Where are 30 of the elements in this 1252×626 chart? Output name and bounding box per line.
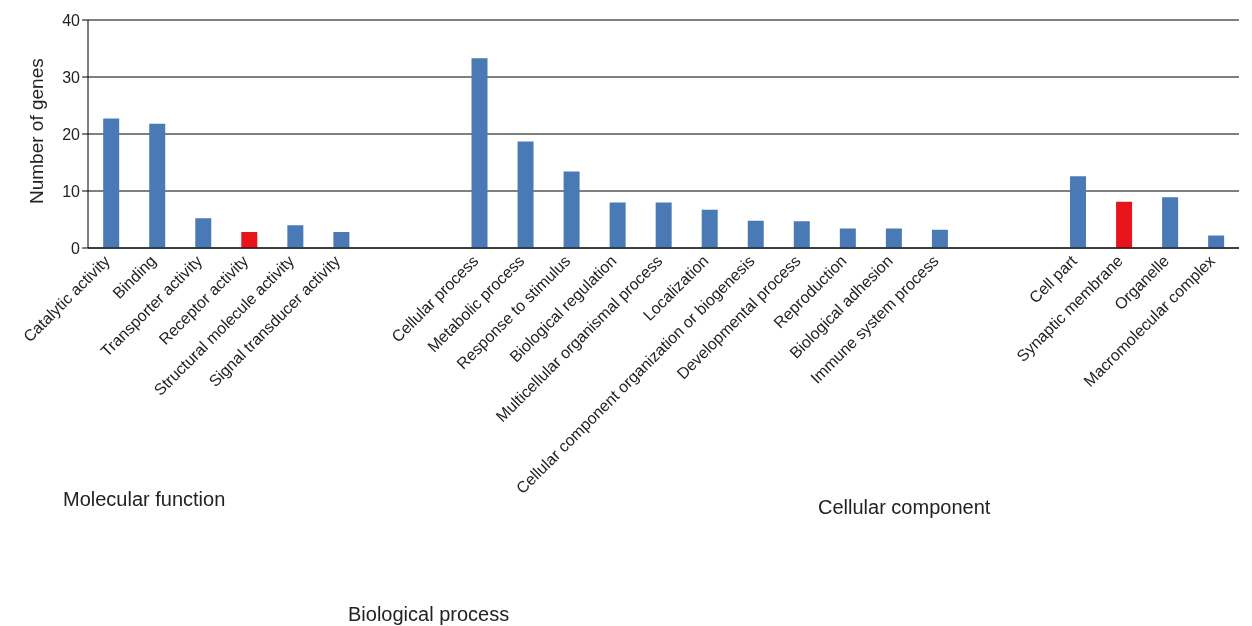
bar xyxy=(195,218,212,248)
bar xyxy=(103,118,120,248)
bar xyxy=(517,141,534,248)
bar xyxy=(1116,201,1133,248)
bar xyxy=(471,58,488,248)
bar xyxy=(609,202,626,248)
y-tick-label: 20 xyxy=(62,125,81,143)
y-tick-label: 40 xyxy=(62,11,81,29)
bar xyxy=(149,123,166,248)
y-tick-label: 30 xyxy=(62,68,81,86)
bar xyxy=(563,171,580,248)
bar xyxy=(241,232,258,248)
bar xyxy=(701,209,718,248)
y-tick-label: 0 xyxy=(71,239,81,257)
bar xyxy=(839,228,856,248)
bar xyxy=(885,228,902,248)
bar xyxy=(793,221,810,248)
bar xyxy=(1208,235,1225,248)
bar xyxy=(1070,176,1087,248)
text: Molecular function xyxy=(63,488,226,511)
bar xyxy=(1162,197,1179,248)
text: Biological process xyxy=(348,603,510,626)
bar xyxy=(747,220,764,248)
bar xyxy=(333,232,350,248)
text: Cellular component xyxy=(818,496,991,519)
y-axis-title: Number of genes xyxy=(25,58,47,204)
y-tick-label: 10 xyxy=(62,182,81,200)
bar xyxy=(287,225,304,248)
bar xyxy=(655,202,672,248)
bar xyxy=(931,229,948,248)
